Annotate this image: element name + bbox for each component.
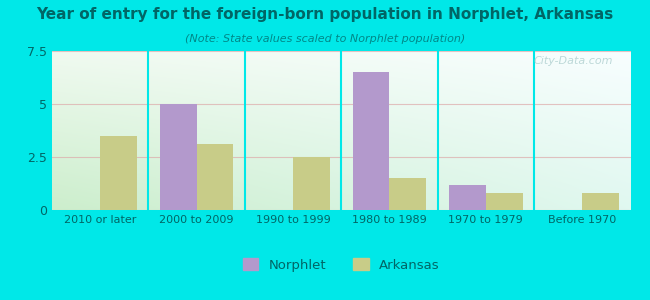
Text: Year of entry for the foreign-born population in Norphlet, Arkansas: Year of entry for the foreign-born popul… <box>36 8 614 22</box>
Bar <box>196 144 233 210</box>
Text: City-Data.com: City-Data.com <box>534 56 613 66</box>
Bar <box>486 193 523 210</box>
Bar <box>160 104 196 210</box>
Legend: Norphlet, Arkansas: Norphlet, Arkansas <box>237 253 445 277</box>
Bar <box>389 178 426 210</box>
Bar <box>100 136 137 210</box>
Text: (Note: State values scaled to Norphlet population): (Note: State values scaled to Norphlet p… <box>185 34 465 44</box>
Bar <box>293 157 330 210</box>
Bar <box>582 193 619 210</box>
Bar <box>353 72 389 210</box>
Bar <box>449 184 486 210</box>
